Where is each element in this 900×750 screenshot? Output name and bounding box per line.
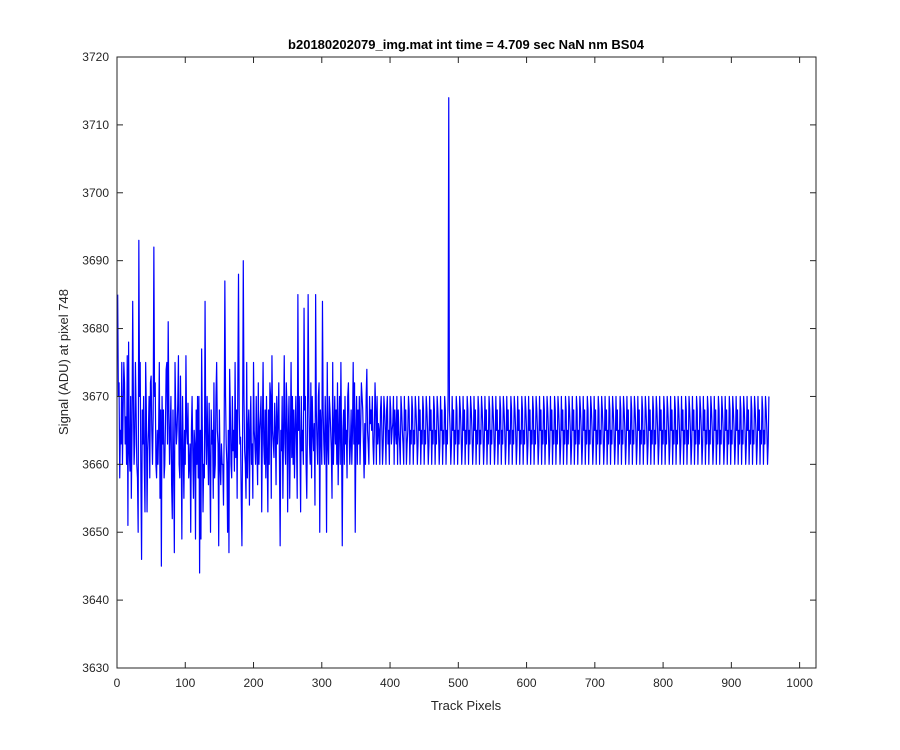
chart-title: b20180202079_img.mat int time = 4.709 se… [288,37,645,52]
x-axis-label: Track Pixels [431,698,502,713]
y-tick-label: 3700 [82,186,109,200]
axes-frame [116,56,817,669]
y-tick-label: 3680 [82,322,109,336]
x-tick-label: 900 [721,676,741,690]
x-tick-label: 100 [175,676,195,690]
x-tick-label: 400 [380,676,400,690]
y-tick-label: 3690 [82,254,109,268]
y-tick-label: 3650 [82,525,109,539]
y-tick-label: 3660 [82,457,109,471]
x-tick-label: 700 [585,676,605,690]
y-tick-label: 3710 [82,118,109,132]
y-axis-label: Signal (ADU) at pixel 748 [56,289,71,435]
y-tick-label: 3670 [82,389,109,403]
x-tick-label: 600 [517,676,537,690]
y-tick-label: 3640 [82,593,109,607]
x-tick-label: 0 [114,676,121,690]
y-tick-label: 3720 [82,50,109,64]
y-axis: 3630 3640 3650 3660 3670 3680 3690 3700 3710 3720 [82,50,816,675]
series-layer [117,97,770,574]
x-tick-label: 300 [312,676,332,690]
plot-area [117,57,816,668]
series-line-0 [117,97,770,574]
y-tick-label: 3630 [82,661,109,675]
x-tick-label: 200 [244,676,264,690]
x-axis: 0 100 200 300 400 500 600 700 800 900 1000 [114,57,813,690]
x-tick-label: 800 [653,676,673,690]
x-tick-label: 500 [448,676,468,690]
x-tick-label: 1000 [786,676,813,690]
